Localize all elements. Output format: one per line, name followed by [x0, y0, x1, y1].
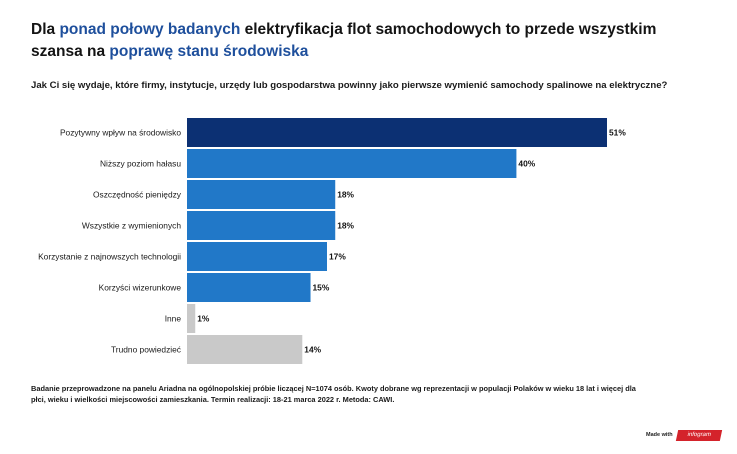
made-with-label: Made with — [646, 432, 673, 438]
value-label: 40% — [518, 159, 535, 169]
value-label: 17% — [329, 252, 346, 262]
value-label: 51% — [609, 128, 626, 138]
value-label: 15% — [313, 283, 330, 293]
chart-title: Dla ponad połowy badanych elektryfikacja… — [31, 19, 691, 63]
category-label: Niższy poziom hałasu — [100, 159, 181, 169]
title-part-1: Dla — [31, 21, 60, 38]
infogram-logo[interactable]: infogram — [675, 430, 723, 441]
category-label: Korzystanie z najnowszych technologii — [38, 252, 181, 262]
bar — [187, 242, 327, 271]
category-label: Pozytywny wpływ na środowisko — [60, 128, 181, 138]
bar — [187, 211, 336, 240]
category-label: Korzyści wizerunkowe — [99, 283, 182, 293]
category-label: Oszczędność pieniędzy — [93, 190, 182, 200]
category-label: Wszystkie z wymienionych — [82, 221, 181, 231]
bar — [187, 273, 311, 302]
bar-chart: Pozytywny wpływ na środowisko 51% Niższy p… — [38, 118, 626, 364]
value-label: 18% — [337, 190, 354, 200]
bar — [187, 118, 607, 147]
category-label: Inne — [165, 314, 182, 324]
bar — [187, 149, 517, 178]
title-highlight-1: ponad połowy badanych — [59, 21, 241, 38]
value-label: 14% — [304, 345, 321, 355]
bar — [187, 335, 303, 364]
title-part-3: elektryfikacja flot samochodowych to prz… — [31, 21, 657, 60]
value-label: 18% — [337, 221, 354, 231]
value-label: 1% — [197, 314, 210, 324]
footnote: Badanie przeprowadzone na panelu Ariadna… — [31, 384, 636, 404]
category-label: Trudno powiedzieć — [111, 345, 181, 355]
title-highlight-2: poprawę stanu środowiska — [109, 43, 309, 60]
bar — [187, 180, 336, 209]
chart-question: Jak Ci się wydaje, które firmy, instytuc… — [31, 80, 668, 91]
bar — [187, 304, 196, 333]
